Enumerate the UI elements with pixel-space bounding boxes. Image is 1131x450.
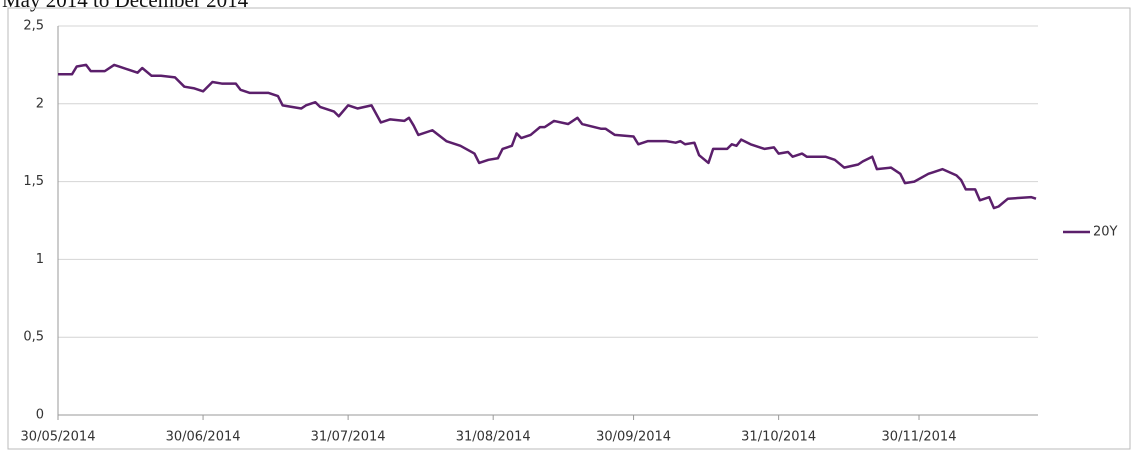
y-tick-label: 1 (36, 252, 44, 267)
chart-frame (7, 7, 1131, 450)
chart-title: May 2014 to December 2014 (2, 0, 249, 12)
x-tick-label: 30/11/2014 (882, 430, 957, 445)
y-tick-label: 1,5 (23, 174, 44, 189)
y-tick-label: 2,5 (23, 19, 44, 34)
legend-label: 20Y (1093, 225, 1118, 240)
series-line (58, 63, 1037, 210)
x-tick-label: 30/05/2014 (21, 430, 96, 445)
x-tick-label: 30/09/2014 (596, 430, 671, 445)
y-tick-label: 0 (36, 408, 44, 423)
y-tick-label: 2 (36, 96, 44, 111)
x-tick-label: 31/08/2014 (456, 430, 531, 445)
x-tick-label: 30/06/2014 (166, 430, 241, 445)
x-tick-label: 31/07/2014 (311, 430, 386, 445)
y-tick-label: 0,5 (23, 330, 44, 345)
x-tick-label: 31/10/2014 (741, 430, 816, 445)
